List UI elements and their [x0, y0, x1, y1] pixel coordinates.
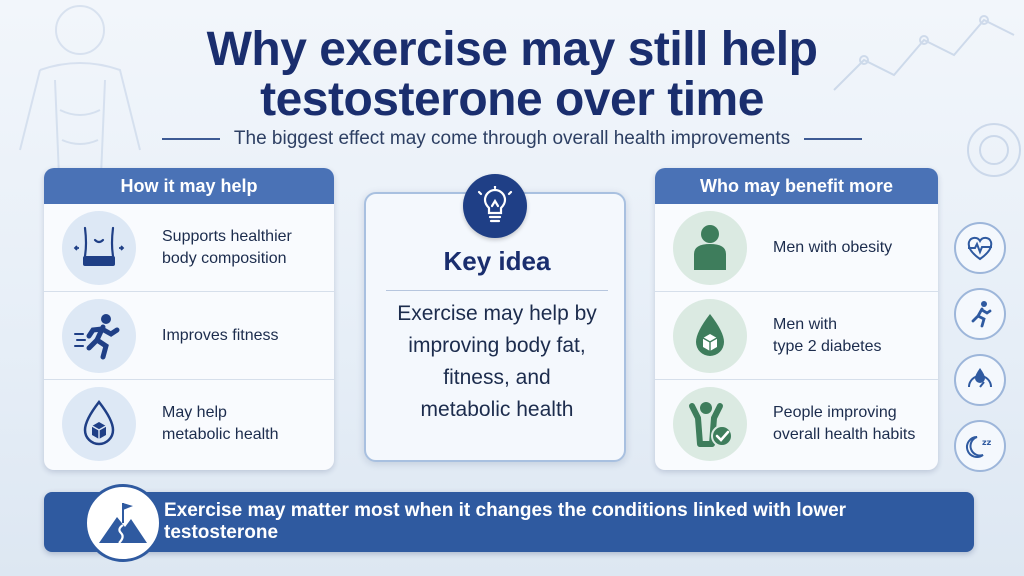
- banner-text: Exercise may matter most when it changes…: [164, 500, 847, 543]
- list-item: Improves fitness: [44, 292, 334, 380]
- subtitle: The biggest effect may come through over…: [233, 128, 791, 149]
- key-idea-title: Key idea: [443, 246, 551, 276]
- how-it-may-help-panel: How it may help Supports healthier body …: [44, 168, 334, 470]
- waist-icon: [62, 210, 136, 285]
- key-idea-text: Exercise may help by improving body fat,…: [397, 302, 597, 421]
- list-item-label: People improving overall health habits: [773, 404, 916, 443]
- list-item-label: Men with obesity: [773, 238, 893, 256]
- list-item: People improving overall health habits: [655, 380, 938, 468]
- svg-text:zz: zz: [982, 438, 992, 447]
- key-idea-divider: [386, 290, 608, 291]
- panel-heading: Who may benefit more: [655, 168, 938, 204]
- person-icon: [673, 210, 747, 285]
- list-item-label: Men with type 2 diabetes: [773, 315, 882, 355]
- page-title-line2: testosterone over time: [260, 73, 764, 126]
- background-body-figure: [19, 5, 141, 201]
- subtitle-row: The biggest effect may come through over…: [0, 128, 1024, 150]
- runner-icon: [954, 288, 1006, 340]
- moon-sleep-icon: zz: [954, 420, 1006, 472]
- list-item-label: May help metabolic health: [162, 404, 279, 443]
- runner-icon: [62, 298, 136, 373]
- panel-heading: How it may help: [44, 168, 334, 204]
- bottom-banner: Exercise may matter most when it changes…: [44, 492, 974, 552]
- subtitle-rule-right: [804, 138, 863, 140]
- list-item-label: Improves fitness: [162, 326, 279, 344]
- list-item: Men with obesity: [655, 204, 938, 292]
- subtitle-rule-left: [161, 138, 220, 140]
- list-item: Supports healthier body composition: [44, 204, 334, 292]
- page-title-line1: Why exercise may still help: [206, 23, 818, 76]
- list-item: May help metabolic health: [44, 380, 334, 468]
- person-check-icon: [673, 387, 747, 461]
- background-graph: [833, 15, 1021, 177]
- list-item: Men with type 2 diabetes: [655, 292, 938, 380]
- drop-cube-icon: [673, 298, 747, 373]
- side-icon-column: zz: [954, 222, 1010, 486]
- list-item-label: Supports healthier body composition: [162, 227, 292, 267]
- who-may-benefit-panel: Who may benefit more Men with obesity Me…: [655, 168, 938, 470]
- drop-cube-icon: [62, 387, 136, 461]
- drop-scale-icon: [954, 354, 1006, 406]
- lightbulb-icon: [463, 174, 527, 238]
- mountain-flag-icon: [84, 484, 162, 562]
- heartbeat-icon: [954, 222, 1006, 274]
